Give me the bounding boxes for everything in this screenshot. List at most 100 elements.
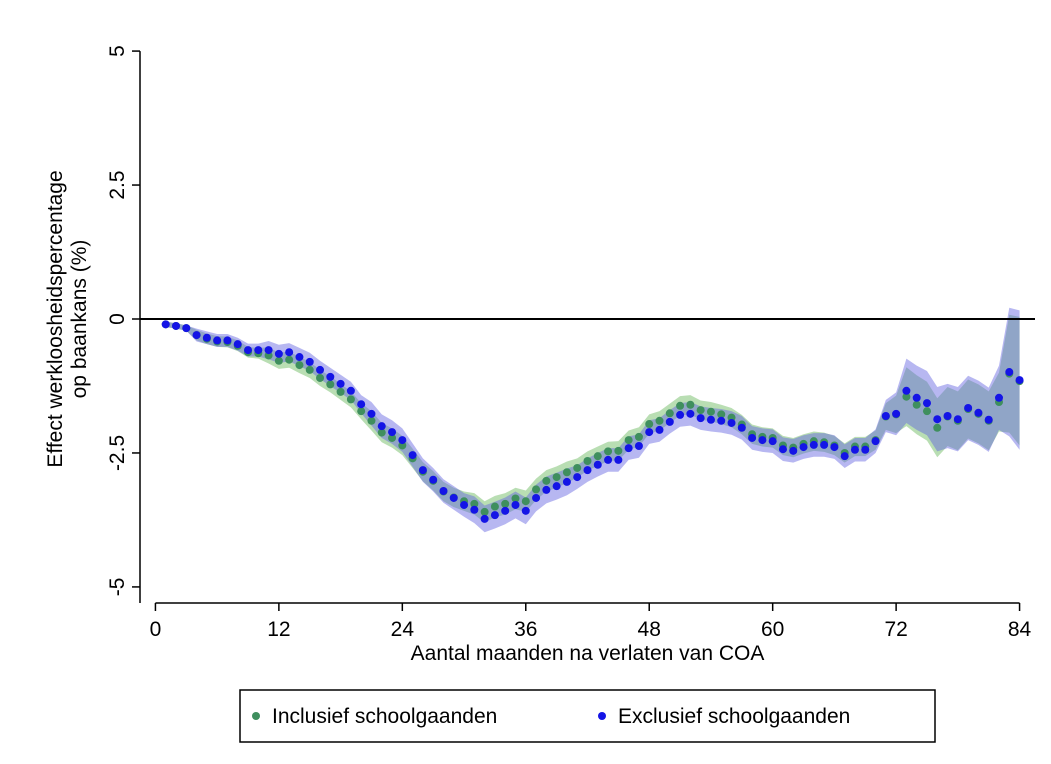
- x-tick-label: 0: [150, 618, 162, 641]
- data-point: [922, 407, 931, 416]
- data-point: [892, 409, 901, 418]
- data-point: [449, 493, 458, 502]
- data-point: [192, 331, 201, 340]
- data-point: [213, 336, 222, 345]
- data-point: [357, 400, 366, 409]
- data-point: [717, 416, 726, 425]
- data-point: [964, 403, 973, 412]
- x-tick-label: 60: [761, 618, 784, 641]
- data-point: [748, 433, 757, 442]
- y-axis-label: Effect werkloosheidspercentage: [44, 170, 67, 467]
- legend-marker: [598, 712, 606, 720]
- data-point: [326, 380, 335, 389]
- data-point: [614, 455, 623, 464]
- data-point: [696, 414, 705, 423]
- data-point: [850, 445, 859, 454]
- data-point: [1005, 368, 1014, 377]
- data-point: [778, 445, 787, 454]
- data-point: [593, 452, 602, 461]
- data-point: [562, 468, 571, 477]
- data-point: [624, 444, 633, 453]
- legend-label: Exclusief schoolgaanden: [618, 705, 850, 728]
- data-point: [820, 440, 829, 449]
- data-point: [706, 415, 715, 424]
- data-point: [316, 365, 325, 374]
- legend-label: Inclusief schoolgaanden: [272, 705, 497, 728]
- data-point: [645, 420, 654, 429]
- data-point: [336, 387, 345, 396]
- data-point: [532, 493, 541, 502]
- data-point: [377, 428, 386, 437]
- data-point: [346, 395, 355, 404]
- data-point: [470, 499, 479, 508]
- data-point: [295, 361, 304, 370]
- data-point: [367, 416, 376, 425]
- data-point: [912, 400, 921, 409]
- data-point: [460, 500, 469, 509]
- data-point: [583, 457, 592, 465]
- data-point: [182, 324, 191, 333]
- data-point: [645, 428, 654, 437]
- data-point: [346, 386, 355, 395]
- data-point: [490, 502, 499, 511]
- data-point: [429, 475, 438, 484]
- x-tick-label: 48: [638, 618, 661, 641]
- data-point: [233, 340, 242, 349]
- data-point: [953, 415, 962, 424]
- data-point: [161, 320, 170, 329]
- x-axis-label: Aantal maanden na verlaten van COA: [411, 642, 765, 665]
- data-point: [604, 447, 613, 456]
- data-point: [274, 349, 283, 358]
- y-tick-label: 0: [106, 313, 129, 325]
- data-point: [254, 346, 263, 355]
- data-point: [388, 428, 397, 437]
- data-point: [398, 436, 407, 445]
- data-point: [634, 432, 643, 441]
- data-point: [994, 393, 1003, 402]
- data-point: [593, 460, 602, 469]
- data-point: [758, 436, 767, 445]
- y-axis-label: op baankans (%): [68, 240, 91, 399]
- data-point: [686, 409, 695, 418]
- x-tick-label: 36: [514, 618, 537, 641]
- data-point: [943, 411, 952, 420]
- data-point: [727, 418, 736, 427]
- y-tick-label: -5: [106, 578, 129, 597]
- data-point: [696, 406, 705, 415]
- data-point: [316, 373, 325, 382]
- data-point: [871, 437, 880, 446]
- data-point: [336, 379, 345, 388]
- data-point: [172, 321, 181, 330]
- y-tick-label: 2.5: [106, 170, 129, 199]
- data-point: [655, 425, 664, 434]
- data-point: [562, 477, 571, 486]
- data-point: [501, 499, 510, 508]
- data-point: [706, 407, 715, 416]
- data-point: [542, 476, 551, 485]
- data-point: [202, 333, 211, 342]
- data-point: [305, 365, 314, 374]
- x-tick-label: 84: [1008, 618, 1032, 641]
- data-point: [573, 473, 582, 482]
- x-tick-label: 24: [391, 618, 415, 641]
- y-tick-label: 5: [106, 45, 129, 57]
- data-point: [377, 422, 386, 431]
- data-point: [357, 407, 366, 416]
- data-point: [604, 455, 613, 464]
- data-point: [881, 411, 890, 420]
- data-point: [542, 485, 551, 494]
- data-point: [285, 348, 294, 357]
- data-point: [223, 336, 232, 345]
- data-point: [686, 400, 695, 409]
- data-point: [1015, 376, 1024, 385]
- data-point: [264, 346, 273, 355]
- data-point: [408, 451, 417, 460]
- data-point: [388, 433, 397, 442]
- legend-box: [239, 689, 936, 743]
- data-point: [984, 415, 993, 424]
- data-point: [573, 463, 582, 472]
- data-point: [799, 443, 808, 452]
- data-point: [922, 399, 931, 408]
- data-point: [912, 393, 921, 402]
